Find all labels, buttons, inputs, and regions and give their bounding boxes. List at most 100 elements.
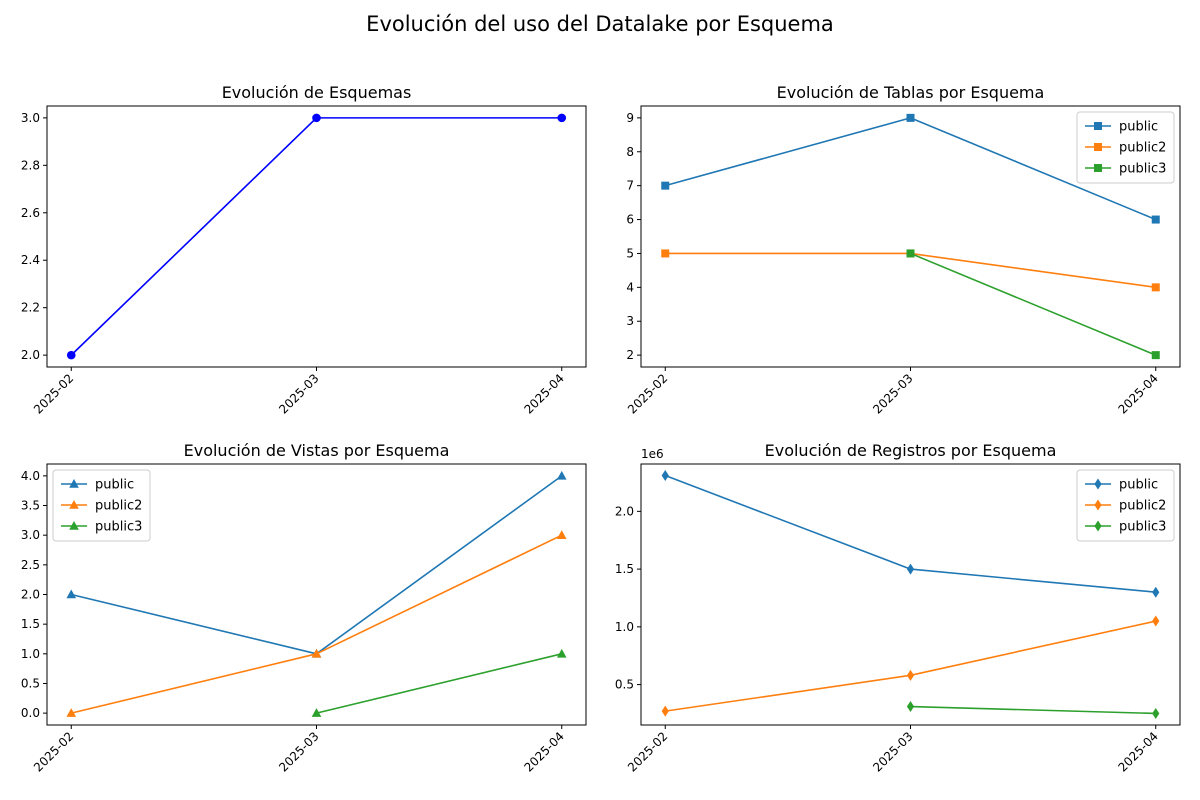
plot-frame — [640, 463, 1181, 726]
data-point — [1152, 586, 1160, 598]
data-point — [1151, 283, 1160, 292]
chart-4: Evolución de Registros por Esquema 0.5 1.0… — [615, 441, 1181, 775]
legend-box — [1076, 469, 1175, 542]
legend-label: public — [1119, 120, 1158, 135]
y-tick-label: 3.0 — [21, 528, 40, 542]
data-point — [312, 113, 321, 123]
legend-marker — [1094, 122, 1102, 130]
y-tick-label: 1.0 — [21, 647, 40, 661]
series-line-public2 — [665, 620, 1156, 712]
data-point — [311, 648, 322, 658]
data-point — [66, 708, 77, 717]
y-tick-label: 1.5 — [21, 617, 40, 631]
x-tick-label: 2025-04 — [1116, 729, 1161, 774]
chart-title: Evolución de Vistas por Esquema — [184, 441, 450, 460]
y-tick-label: 8 — [626, 145, 634, 159]
data-point — [556, 470, 567, 480]
plot-frame — [640, 105, 1181, 368]
legend-marker — [1094, 143, 1102, 151]
axis-offset-label: 1e6 — [641, 447, 664, 461]
chart-1: Evolución de Esquemas 2.0 2.2 2.4 2.6 2.8 3.0 2… — [21, 83, 587, 417]
data-point — [1151, 215, 1160, 224]
y-tick-label: 4.0 — [21, 469, 40, 483]
y-tick-label: 2.0 — [615, 504, 634, 518]
y-tick-label: 9 — [626, 111, 634, 125]
y-tick-label: 6 — [626, 213, 634, 227]
y-tick-label: 2.4 — [21, 253, 40, 267]
legend: public public2 public3 — [1076, 111, 1175, 184]
legend-marker — [1094, 164, 1102, 172]
y-tick-label: 3.5 — [21, 499, 40, 513]
x-tick-label: 2025-03 — [276, 729, 321, 774]
y-tick-label: 0.0 — [21, 706, 40, 720]
x-tick-label: 2025-02 — [625, 729, 670, 774]
x-tick-label: 2025-03 — [276, 371, 321, 416]
y-tick-label: 0.5 — [21, 676, 40, 690]
legend: public public2 public3 — [1076, 469, 1175, 542]
legend: public public2 public3 — [52, 469, 151, 542]
data-point — [66, 589, 77, 599]
y-tick-label: 1.5 — [615, 562, 634, 576]
data-point — [1151, 351, 1160, 360]
legend-marker — [1094, 520, 1102, 532]
legend-label: public — [1119, 478, 1158, 493]
legend-marker — [69, 500, 79, 509]
series-line-public2 — [665, 252, 1156, 289]
y-tick-label: 2.0 — [21, 588, 40, 602]
plot-frame — [46, 463, 587, 726]
data-point — [1152, 707, 1160, 719]
legend-label: public2 — [1119, 499, 1166, 514]
series-line-public3 — [910, 252, 1157, 356]
data-point — [906, 563, 915, 575]
legend-label: public3 — [1119, 520, 1166, 535]
chart-title: Evolución de Esquemas — [222, 83, 412, 102]
series-line-public3 — [910, 705, 1156, 715]
x-tick-label: 2025-02 — [625, 371, 670, 416]
data-point — [661, 470, 669, 482]
data-point — [906, 669, 915, 681]
x-tick-label: 2025-04 — [1116, 371, 1161, 416]
data-point — [661, 249, 670, 258]
series-line-series-1 — [70, 117, 562, 356]
data-point — [311, 708, 322, 717]
x-tick-label: 2025-02 — [31, 729, 76, 774]
legend-label: public — [95, 478, 134, 493]
legend-label: public2 — [1119, 141, 1166, 156]
x-tick-label: 2025-03 — [870, 371, 915, 416]
data-point — [66, 350, 76, 360]
y-tick-label: 2.8 — [21, 158, 40, 172]
legend-marker — [69, 521, 79, 530]
y-tick-label: 3.0 — [21, 111, 40, 125]
x-tick-label: 2025-03 — [870, 729, 915, 774]
figure-title: Evolución del uso del Datalake por Esque… — [366, 12, 834, 36]
y-tick-label: 7 — [626, 179, 634, 193]
data-point — [906, 249, 915, 258]
y-tick-label: 2.5 — [21, 558, 40, 572]
series-line-public3 — [316, 653, 562, 714]
legend-label: public3 — [1119, 162, 1166, 177]
y-tick-label: 5 — [626, 246, 634, 260]
data-point — [556, 530, 567, 539]
y-tick-label: 2.2 — [21, 301, 40, 315]
y-tick-label: 0.5 — [615, 678, 634, 692]
legend-marker — [1094, 499, 1102, 511]
legend-marker — [1094, 478, 1102, 490]
chart-title: Evolución de Registros por Esquema — [765, 441, 1057, 460]
y-tick-label: 4 — [626, 280, 634, 294]
y-tick-label: 1.0 — [615, 620, 634, 634]
x-tick-label: 2025-02 — [31, 371, 76, 416]
series-line-public2 — [71, 534, 563, 714]
data-point — [557, 113, 567, 123]
data-point — [906, 701, 915, 713]
data-point — [906, 113, 915, 122]
y-tick-label: 3 — [626, 314, 634, 328]
x-tick-label: 2025-04 — [522, 729, 567, 774]
x-tick-label: 2025-04 — [522, 371, 567, 416]
chart-3: Evolución de Vistas por Esquema 0.0 0.5 1.0… — [21, 441, 587, 775]
legend-label: public3 — [95, 520, 142, 535]
chart-title: Evolución de Tablas por Esquema — [777, 83, 1045, 102]
data-point — [556, 648, 567, 658]
y-tick-label: 2.0 — [21, 348, 40, 362]
